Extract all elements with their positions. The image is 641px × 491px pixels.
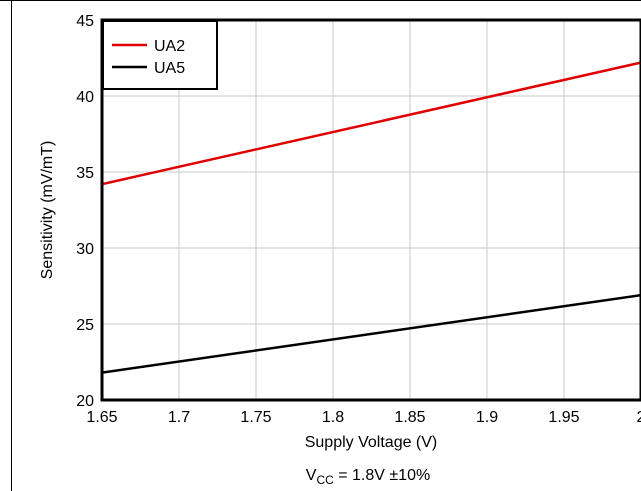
x-tick-label: 1.75 (240, 409, 271, 426)
y-tick-label: 25 (76, 317, 94, 334)
legend: UA2 UA5 (102, 20, 218, 90)
x-tick-label: 1.7 (168, 409, 190, 426)
plot-area-border (100, 18, 641, 402)
grid-lines (101, 19, 641, 401)
caption-subscript: CC (316, 473, 334, 487)
series-layer (101, 61, 641, 374)
caption-prefix: V (306, 467, 317, 484)
x-tick-label: 1.65 (86, 409, 117, 426)
series-line-ua2 (101, 61, 641, 186)
legend-label-ua2: UA2 (154, 38, 185, 55)
y-tick-label: 20 (76, 393, 94, 410)
series-line-ua5 (101, 293, 641, 374)
legend-label-ua5: UA5 (154, 60, 185, 77)
y-tick-label: 35 (76, 165, 94, 182)
x-tick-label: 1.9 (476, 409, 498, 426)
x-axis-label: Supply Voltage (V) (305, 434, 438, 451)
y-tick-label: 30 (76, 241, 94, 258)
x-tick-label: 1.8 (322, 409, 344, 426)
caption: VCC = 1.8V ±10% (306, 467, 430, 487)
y-axis-label: Sensitivity (mV/mT) (39, 141, 56, 280)
legend-box (102, 20, 218, 90)
x-tick-label: 1.85 (394, 409, 425, 426)
y-tick-labels: 20 25 30 35 40 45 (76, 13, 94, 410)
y-tick-label: 40 (76, 89, 94, 106)
x-tick-label: 1.95 (548, 409, 579, 426)
x-tick-label: 2 (637, 409, 641, 426)
y-tick-label: 45 (76, 13, 94, 30)
x-tick-labels: 1.65 1.7 1.75 1.8 1.85 1.9 1.95 2 (86, 409, 641, 426)
caption-suffix: = 1.8V ±10% (334, 467, 430, 484)
